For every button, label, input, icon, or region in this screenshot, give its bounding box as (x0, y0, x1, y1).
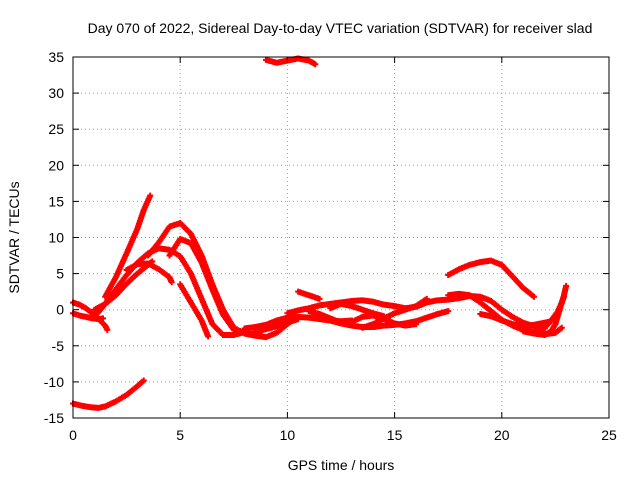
series-arc-17 (327, 300, 387, 320)
x-tick-label: 10 (280, 427, 296, 443)
series-arc-5 (102, 192, 154, 300)
plot-data (70, 55, 570, 411)
data-point (560, 293, 567, 300)
data-point (312, 61, 319, 68)
grid (73, 57, 609, 418)
y-tick-label: 30 (48, 85, 64, 101)
y-axis-label: SDTVAR / TECUs (6, 181, 22, 293)
x-tick-label: 0 (69, 427, 77, 443)
series-arc-24 (541, 293, 567, 331)
series-arc-20 (445, 257, 537, 300)
chart-title: Day 070 of 2022, Sidereal Day-to-day VTE… (88, 20, 593, 36)
series-arc-14 (295, 288, 323, 302)
series-arc-3 (70, 310, 107, 323)
series-arc-9 (166, 235, 263, 338)
x-tick-label: 20 (494, 427, 510, 443)
data-point (104, 326, 111, 333)
y-tick-label: -10 (44, 374, 64, 390)
y-tick-label: 5 (56, 266, 64, 282)
y-tick-label: 10 (48, 230, 64, 246)
y-tick-label: 35 (48, 49, 64, 65)
data-point (316, 295, 323, 302)
data-point (295, 316, 302, 323)
x-axis-label: GPS time / hours (288, 457, 395, 473)
series-arc-18 (327, 308, 452, 331)
data-point (205, 333, 212, 340)
data-point (558, 324, 565, 331)
data-point (445, 308, 452, 315)
data-point (530, 293, 537, 300)
series-arc-19 (359, 295, 430, 331)
series-arc-1 (70, 377, 147, 411)
data-point (147, 192, 154, 199)
y-tick-label: 15 (48, 193, 64, 209)
y-tick-label: 25 (48, 121, 64, 137)
y-tick-label: -5 (52, 338, 65, 354)
x-tick-label: 25 (601, 427, 617, 443)
series-arc-12 (252, 316, 302, 335)
y-tick-label: -15 (44, 410, 64, 426)
y-axis: -15 -10 -5 0 5 10 15 20 25 30 35 (44, 49, 609, 426)
series-arc-6 (91, 245, 248, 338)
series-arc-10 (177, 281, 212, 340)
y-tick-label: 20 (48, 157, 64, 173)
data-point (563, 282, 570, 289)
data-point (100, 315, 107, 322)
series-arc-7 (123, 260, 175, 286)
y-tick-label: 0 (56, 302, 64, 318)
data-point (168, 279, 175, 286)
x-tick-label: 15 (387, 427, 403, 443)
x-tick-label: 5 (176, 427, 184, 443)
x-axis: 0 5 10 15 20 25 (69, 57, 617, 443)
data-point (140, 377, 147, 384)
data-point (423, 295, 430, 302)
